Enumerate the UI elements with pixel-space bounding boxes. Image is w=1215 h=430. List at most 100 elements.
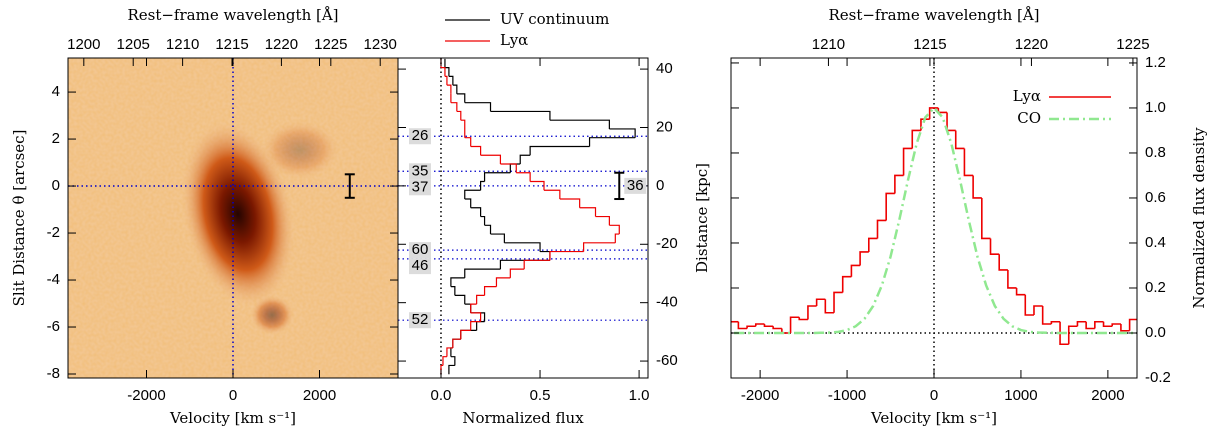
top-x-tick-label: 1210 [812, 36, 845, 53]
step [450, 347, 453, 357]
plot-area [398, 58, 648, 378]
step [460, 329, 477, 340]
step [1059, 321, 1069, 346]
step [1111, 323, 1121, 327]
step [483, 286, 497, 296]
step [448, 364, 455, 375]
y-tick-label: 2 [52, 130, 60, 147]
y-tick-label: -8 [47, 365, 60, 382]
top-x-tick-label: 1220 [1015, 36, 1048, 53]
y-tick-label: 20 [656, 118, 673, 135]
top-x-tick-label: 1205 [117, 36, 150, 53]
x-tick-label: -2000 [127, 387, 165, 404]
step [609, 128, 636, 138]
step [928, 107, 939, 120]
annotation-label: 37 [412, 178, 429, 195]
y-tick-label: -40 [656, 294, 678, 311]
x-axis-title: Normalized flux [462, 409, 584, 427]
step [1007, 269, 1017, 289]
step [1050, 320, 1061, 324]
step [954, 130, 965, 150]
step [911, 129, 921, 149]
step [595, 215, 610, 226]
step [452, 338, 461, 348]
step [470, 321, 481, 331]
legend-label: CO [1017, 109, 1041, 127]
step [737, 321, 748, 330]
step [989, 238, 1000, 256]
y-tick-label: 0.6 [1145, 189, 1166, 206]
step [456, 110, 462, 121]
step [509, 268, 525, 278]
emission-blob [180, 120, 296, 308]
error-bar [344, 173, 355, 199]
y-tick-label: 1.2 [1145, 54, 1166, 71]
step [444, 75, 448, 86]
step [480, 215, 486, 226]
x-axis-title: Velocity [km s⁻¹] [169, 409, 296, 427]
step [963, 148, 974, 177]
step [588, 137, 636, 147]
x-tick-label: -1000 [828, 387, 866, 404]
step [456, 93, 466, 103]
step [480, 154, 502, 164]
annotation-label: 52 [412, 311, 429, 328]
step [763, 323, 774, 328]
step [446, 347, 453, 357]
step [450, 277, 465, 287]
step [972, 175, 982, 199]
x-tick-label: 1.0 [629, 387, 650, 404]
y-tick-label: 0 [52, 177, 60, 194]
step [885, 192, 895, 221]
step [1102, 321, 1113, 328]
step [464, 189, 481, 200]
step [529, 145, 590, 156]
top-x-tick-label: 1200 [67, 36, 100, 53]
step [1015, 287, 1026, 296]
step [549, 119, 610, 129]
x-tick-label: 2000 [1091, 387, 1124, 404]
spectrum-image [68, 58, 398, 378]
step [807, 305, 817, 320]
y-tick-label: -6 [47, 318, 60, 335]
y-tick-label: -20 [656, 235, 678, 252]
y-axis-title: Normalized flux density [1190, 127, 1208, 309]
step [543, 189, 561, 200]
step [1085, 321, 1095, 330]
step [579, 207, 597, 217]
step [981, 197, 991, 240]
x-tick-label: 0 [229, 387, 237, 404]
axes-frame [730, 57, 1138, 379]
x-tick-label: -2000 [741, 387, 779, 404]
step [495, 277, 511, 287]
step [464, 102, 492, 112]
step [867, 237, 878, 252]
step [464, 198, 472, 208]
step [894, 174, 904, 194]
step [450, 356, 456, 366]
step [583, 242, 616, 252]
step [446, 84, 452, 94]
top-x-tick-label: 1220 [265, 36, 298, 53]
step [450, 286, 456, 296]
x-tick-label: 1000 [1004, 387, 1037, 404]
step [470, 207, 482, 217]
step [1024, 294, 1034, 316]
legend-label: UV continuum [500, 10, 609, 28]
step [559, 198, 581, 208]
annotation-label: 60 [412, 241, 429, 258]
step [480, 180, 485, 191]
x-tick-label: 0.5 [530, 387, 551, 404]
step [464, 137, 472, 147]
step [850, 264, 861, 277]
plot-area [731, 58, 1137, 378]
step [444, 67, 450, 77]
step [859, 251, 869, 266]
step [490, 233, 505, 243]
top-x-tick-label: 1230 [364, 36, 397, 53]
annotation-box [409, 242, 431, 259]
step [516, 172, 531, 182]
step [452, 84, 458, 94]
y-tick-label: 4 [52, 83, 60, 100]
